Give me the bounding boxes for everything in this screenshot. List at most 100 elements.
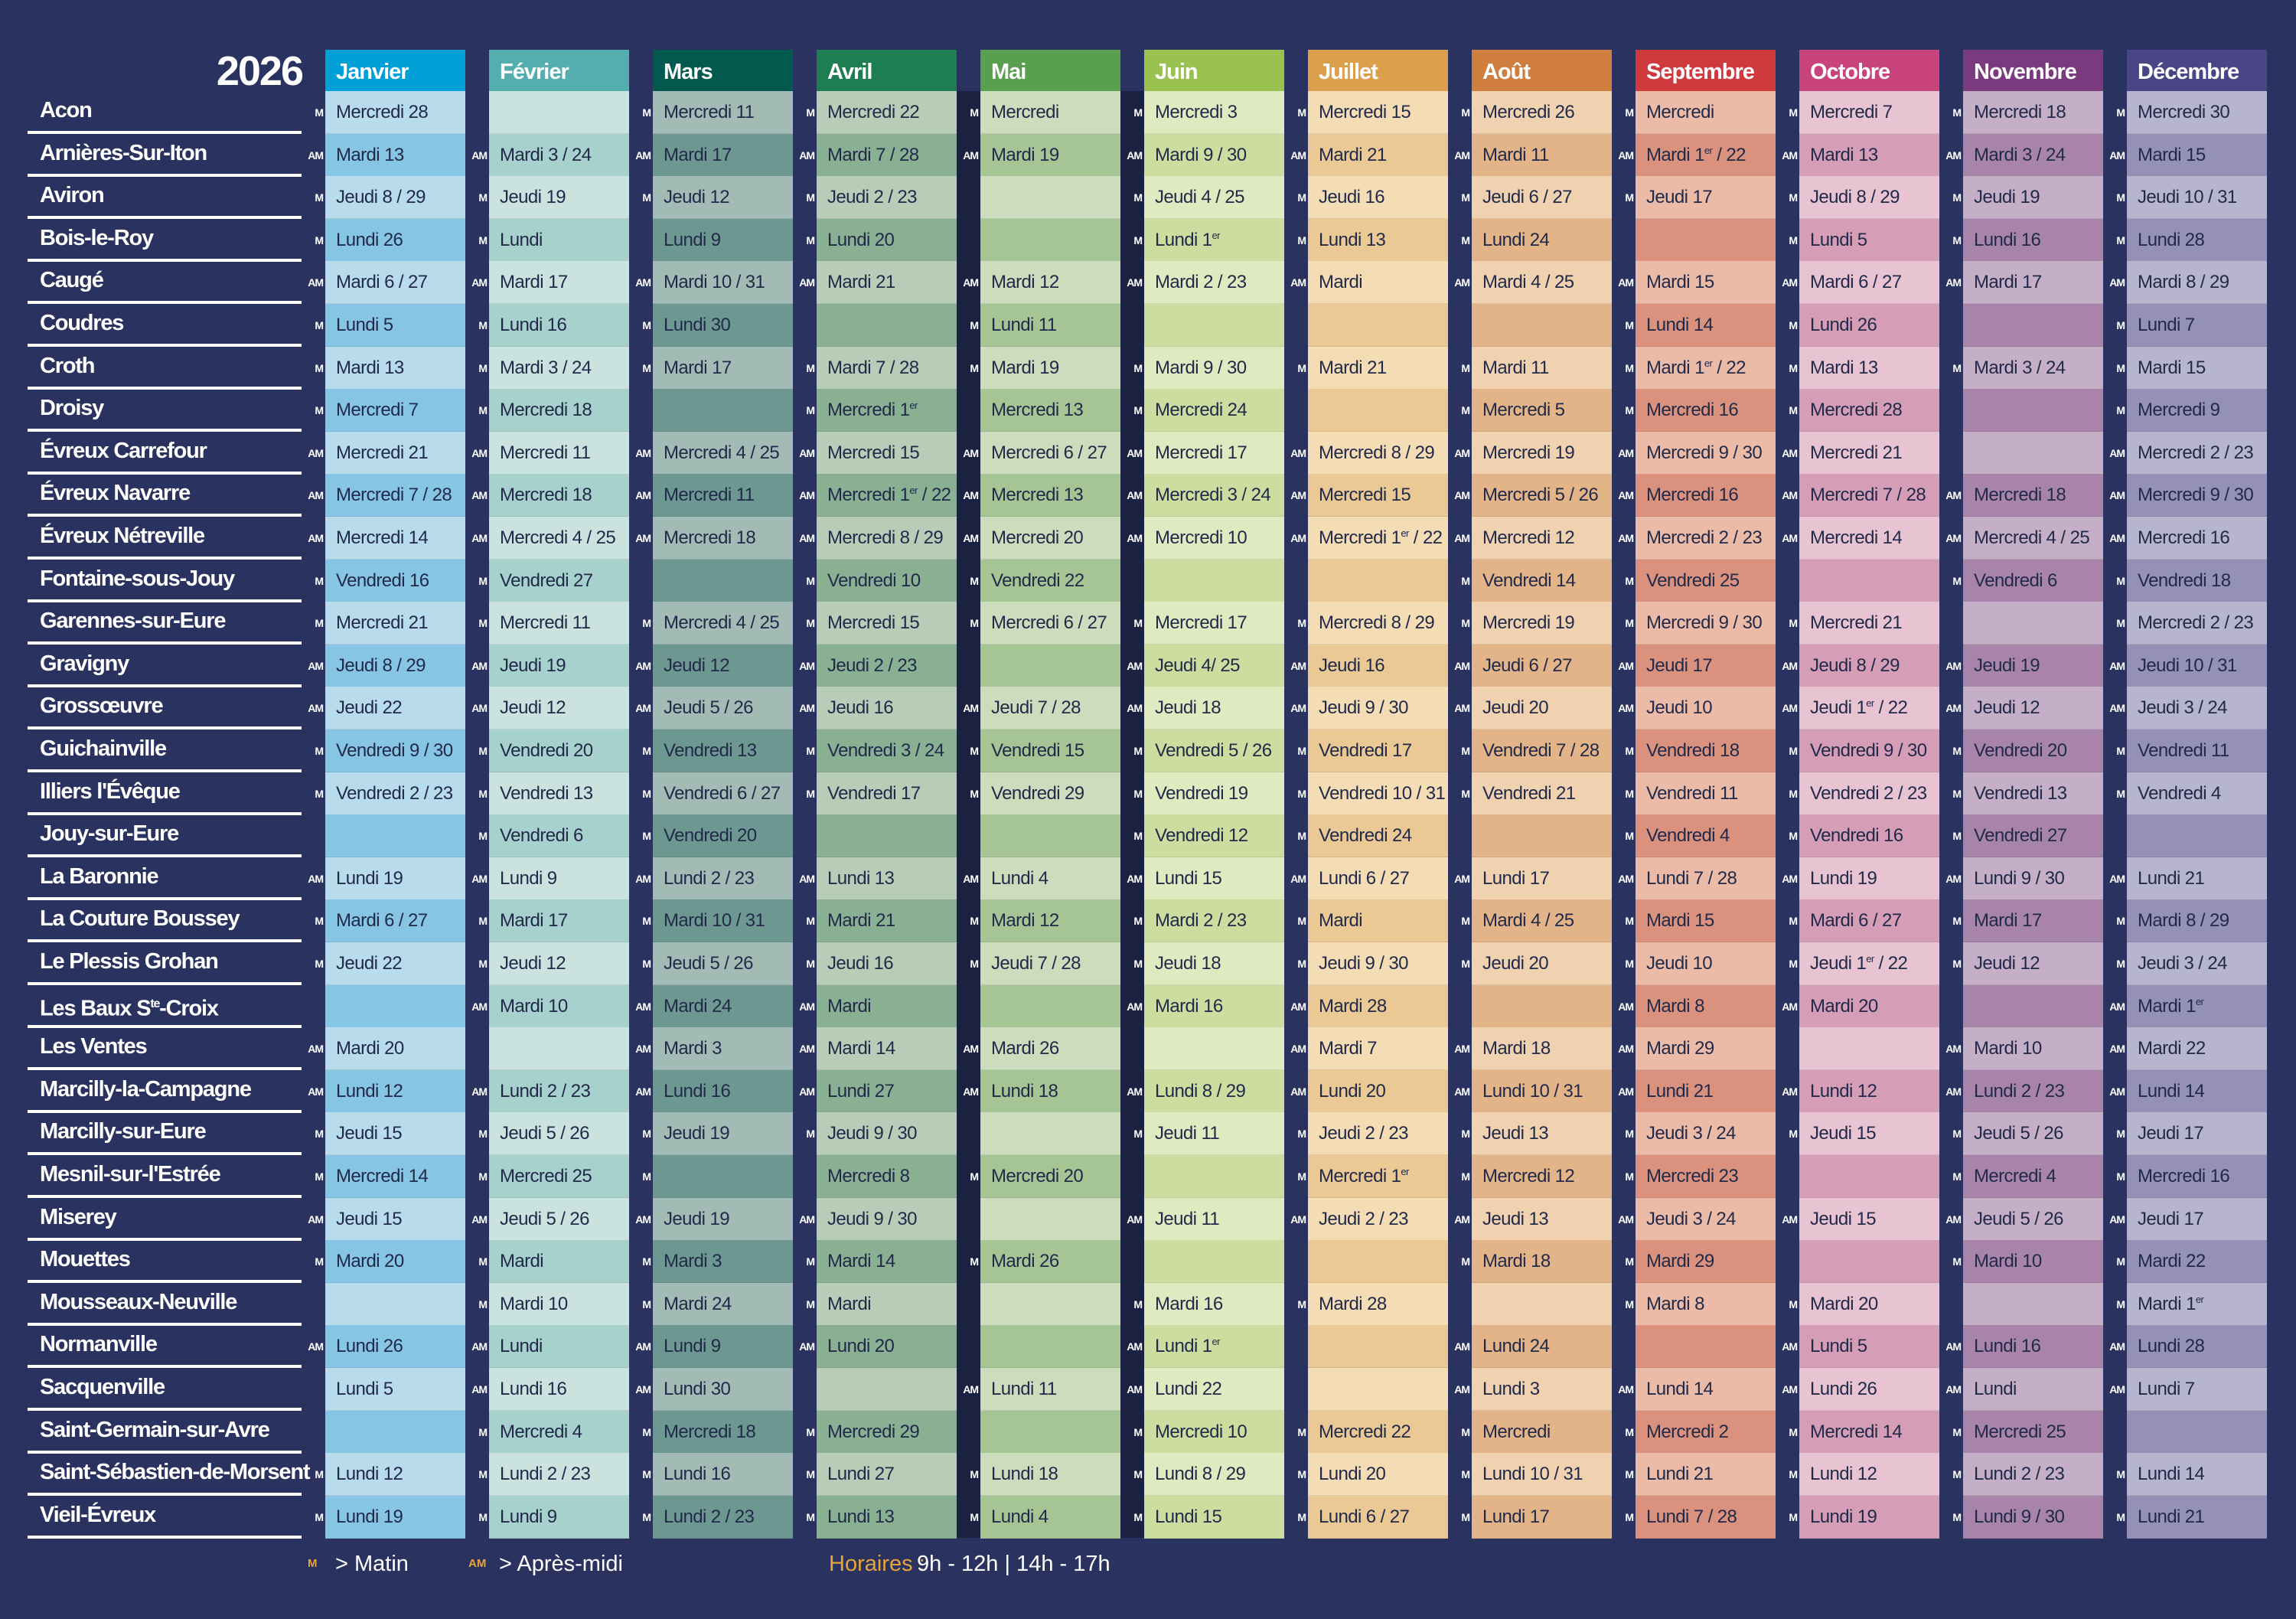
schedule-cell: Jeudi 16 xyxy=(817,942,957,985)
time-slot-marker: AM xyxy=(963,1383,979,1395)
time-slot-marker: AM xyxy=(1618,149,1634,162)
time-slot-marker: AM xyxy=(471,1340,488,1353)
time-slot-marker: M xyxy=(315,1255,324,1268)
time-slot-marker: M xyxy=(806,1468,815,1481)
schedule-cell: Mardi 14 xyxy=(817,1240,957,1284)
schedule-cell: Jeudi 8 / 29 xyxy=(1799,176,1939,220)
schedule-cell: Jeudi 5 / 26 xyxy=(653,942,793,985)
schedule-cell: Lundi 16 xyxy=(1963,1325,2103,1369)
schedule-cell xyxy=(980,218,1120,262)
time-slot-marker: AM xyxy=(1618,702,1634,715)
time-slot-marker: AM xyxy=(2109,1340,2125,1353)
schedule-cell: Vendredi 6 / 27 xyxy=(653,772,793,815)
schedule-cell xyxy=(1963,431,2103,475)
schedule-cell: Mardi 17 xyxy=(1963,899,2103,943)
schedule-cell: Lundi xyxy=(489,218,629,262)
time-slot-marker: M xyxy=(1133,787,1143,800)
time-slot-marker: AM xyxy=(963,489,979,502)
schedule-cell: Mardi 3 xyxy=(653,1240,793,1284)
time-slot-marker: AM xyxy=(308,276,324,289)
schedule-cell: Mardi 21 xyxy=(817,899,957,943)
time-slot-marker: M xyxy=(1297,1425,1306,1438)
time-slot-marker: M xyxy=(1133,404,1143,417)
schedule-cell: Jeudi 19 xyxy=(653,1112,793,1156)
schedule-cell: Jeudi 10 xyxy=(1636,942,1776,985)
schedule-cell: Lundi 9 xyxy=(489,1495,629,1539)
time-slot-marker: M xyxy=(970,361,979,374)
schedule-cell: Lundi 21 xyxy=(1636,1069,1776,1113)
schedule-cell: Lundi 2 / 23 xyxy=(653,857,793,900)
time-slot-marker: M xyxy=(1952,574,1962,587)
time-slot-marker: AM xyxy=(308,702,324,715)
time-slot-marker: M xyxy=(1789,787,1798,800)
schedule-cell: Mardi 3 / 24 xyxy=(1963,133,2103,177)
month-header-2: Mars xyxy=(653,50,793,91)
schedule-cell: Mardi 1er / 22 xyxy=(1636,133,1776,177)
time-slot-marker: AM xyxy=(1782,489,1798,502)
time-slot-marker: M xyxy=(1625,787,1634,800)
schedule-cell: Vendredi 19 xyxy=(1144,772,1284,815)
time-slot-marker: M xyxy=(1461,404,1470,417)
time-slot-marker: AM xyxy=(1618,1085,1634,1098)
schedule-cell: Lundi 26 xyxy=(1799,304,1939,347)
schedule-cell: Mardi 26 xyxy=(980,1027,1120,1071)
time-slot-marker: M xyxy=(806,191,815,204)
time-slot-marker: AM xyxy=(1127,702,1143,715)
time-slot-marker: AM xyxy=(799,149,815,162)
schedule-cell: Mercredi 30 xyxy=(2127,91,2267,134)
time-slot-marker: M xyxy=(1297,617,1306,630)
commune-name: Normanville xyxy=(28,1325,302,1369)
schedule-cell: Vendredi 10 xyxy=(817,559,957,602)
time-slot-marker: M xyxy=(1461,361,1470,374)
time-slot-marker: M xyxy=(806,958,815,970)
schedule-cell: Lundi 21 xyxy=(1636,1453,1776,1497)
schedule-cell: Mercredi 18 xyxy=(1963,474,2103,517)
time-slot-marker: M xyxy=(315,1510,324,1523)
time-slot-marker: AM xyxy=(1127,1340,1143,1353)
schedule-cell: Vendredi 14 xyxy=(1472,559,1612,602)
commune-name: La Baronnie xyxy=(28,857,302,900)
schedule-cell: Lundi 12 xyxy=(1799,1453,1939,1497)
time-slot-marker: AM xyxy=(1454,446,1470,459)
schedule-cell: Mardi 6 / 27 xyxy=(325,261,465,305)
schedule-cell: Lundi 27 xyxy=(817,1453,957,1497)
schedule-cell: Mercredi 25 xyxy=(489,1155,629,1198)
time-slot-marker: M xyxy=(478,830,488,843)
time-slot-marker: AM xyxy=(2109,659,2125,672)
schedule-cell: Jeudi 19 xyxy=(1963,176,2103,220)
time-slot-marker: M xyxy=(1461,1425,1470,1438)
time-slot-marker: M xyxy=(315,1128,324,1141)
schedule-cell: Mardi 3 / 24 xyxy=(489,133,629,177)
time-slot-marker: M xyxy=(2116,787,2125,800)
schedule-cell xyxy=(653,559,793,602)
schedule-cell: Mercredi 28 xyxy=(325,91,465,134)
time-slot-marker: AM xyxy=(1945,532,1962,544)
time-slot-marker: M xyxy=(1625,1297,1634,1311)
schedule-cell: Mercredi 11 xyxy=(653,474,793,517)
schedule-cell: Jeudi 11 xyxy=(1144,1112,1284,1156)
time-slot-marker: M xyxy=(2116,1510,2125,1523)
schedule-cell: Lundi 7 xyxy=(2127,1368,2267,1411)
commune-name: Aviron xyxy=(28,176,302,220)
time-slot-marker: M xyxy=(2116,915,2125,928)
schedule-cell: Lundi 19 xyxy=(1799,1495,1939,1539)
time-slot-marker: AM xyxy=(2109,446,2125,459)
time-slot-marker: M xyxy=(1461,787,1470,800)
schedule-cell: Jeudi 6 / 27 xyxy=(1472,176,1612,220)
schedule-cell xyxy=(1799,1240,1939,1284)
schedule-cell: Mercredi 18 xyxy=(653,517,793,560)
time-slot-marker: AM xyxy=(963,1085,979,1098)
schedule-cell: Lundi 1er xyxy=(1144,218,1284,262)
time-slot-marker: M xyxy=(1789,1510,1798,1523)
time-slot-marker: AM xyxy=(799,1213,815,1226)
time-slot-marker: M xyxy=(315,617,324,630)
time-slot-marker: M xyxy=(1625,404,1634,417)
schedule-cell: Jeudi 8 / 29 xyxy=(325,644,465,687)
schedule-cell: Vendredi 4 xyxy=(2127,772,2267,815)
time-slot-marker: M xyxy=(642,361,651,374)
time-slot-marker: AM xyxy=(1454,489,1470,502)
commune-name: Vieil-Évreux xyxy=(28,1496,302,1539)
schedule-cell: Vendredi 6 xyxy=(1963,559,2103,602)
time-slot-marker: M xyxy=(1625,830,1634,843)
schedule-cell: Mercredi 1er / 22 xyxy=(1308,517,1448,560)
